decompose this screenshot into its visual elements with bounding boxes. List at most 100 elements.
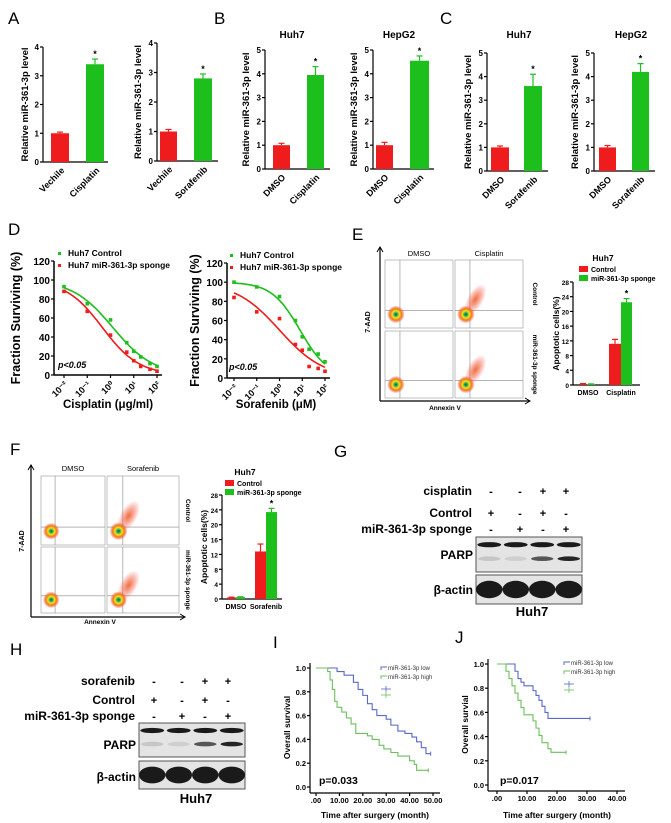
- treatment-label: sorafenib: [81, 674, 135, 688]
- data-point: [85, 301, 90, 306]
- p-value: p=0.017: [500, 775, 539, 787]
- x-tick-label: 10⁰: [99, 379, 116, 396]
- y-tick-label: 20: [211, 523, 219, 530]
- p-value: p<0.05: [57, 360, 87, 370]
- bar: [194, 78, 212, 161]
- row-label: Control: [531, 282, 538, 305]
- legend-line: [563, 670, 570, 674]
- chart-title: HepG2: [615, 30, 648, 41]
- y-tick-label: 4: [365, 70, 370, 79]
- y-tick-label: 4: [479, 73, 484, 82]
- legend-label: miR-361-3p low: [388, 666, 431, 672]
- y-tick-label: 8: [565, 354, 569, 361]
- y-tick-label: 0.8: [296, 688, 306, 697]
- data-point: [108, 318, 113, 322]
- survival-curve: [497, 663, 590, 719]
- y-tick-label: 24: [562, 295, 570, 302]
- arrow-head-icon: [27, 464, 35, 471]
- bar: [609, 343, 621, 385]
- cell-population: [42, 591, 60, 609]
- legend-label: Control: [591, 267, 616, 274]
- x-tick-label: Cisplatin: [287, 172, 321, 206]
- y-axis-label: Fraction Surviving (%): [188, 254, 202, 387]
- treatment-sign: +: [225, 711, 231, 723]
- y-tick-label: 16: [562, 324, 570, 331]
- data-point: [124, 350, 129, 354]
- y-axis-label: Relative miR-361-3p level: [133, 45, 144, 159]
- column-label: DMSO: [62, 464, 85, 473]
- significance-star: *: [531, 64, 535, 74]
- y-tick-label: 120: [33, 257, 50, 268]
- x-tick-label: 30.00: [578, 794, 597, 803]
- x-tick-label: 10²: [146, 379, 162, 395]
- panel-label: E: [352, 225, 363, 244]
- y-tick-label: 0: [214, 597, 218, 604]
- x-tick-label: 10⁻²: [50, 379, 70, 399]
- legend-label: Huh7 Control: [68, 248, 122, 258]
- data-point: [131, 349, 136, 354]
- y-tick-label: 40: [39, 333, 51, 344]
- x-axis-label: Cisplatin (μg/ml): [63, 399, 153, 411]
- arrow-head-icon: [179, 613, 186, 621]
- y-tick-label: 4: [586, 73, 591, 82]
- legend-swatch: [225, 480, 234, 486]
- x-tick-label: DMSO: [480, 174, 506, 200]
- treatment-sign: -: [203, 711, 207, 723]
- band-parp-full: [530, 542, 555, 548]
- y-tick-label: 4: [257, 70, 262, 79]
- y-tick-label: 20: [212, 355, 224, 366]
- x-tick-label: Cisplatin: [606, 390, 636, 397]
- treatment-sign: +: [488, 508, 494, 520]
- row-label: Control: [184, 499, 191, 522]
- x-tick-label: Sorafenib: [250, 604, 282, 611]
- data-point: [277, 316, 282, 321]
- data-point: [155, 369, 159, 373]
- treatment-sign: +: [179, 711, 185, 723]
- y-tick-label: 80: [212, 297, 224, 308]
- y-tick-label: 2: [35, 101, 40, 110]
- y-tick-label: 5: [479, 49, 484, 58]
- column-label: Sorafenib: [127, 464, 159, 473]
- band-actin: [476, 580, 503, 599]
- column-label: Cisplatin: [475, 249, 504, 258]
- band-parp-cleaved: [504, 556, 527, 561]
- legend-marker: [58, 264, 61, 267]
- cell-population: [387, 375, 405, 394]
- legend-swatch: [225, 489, 234, 495]
- y-tick-label: 4: [149, 39, 154, 48]
- y-tick-label: 3: [35, 72, 40, 81]
- legend-marker: [58, 252, 61, 255]
- y-tick-label: 4: [565, 368, 569, 375]
- band-parp-full: [556, 542, 581, 548]
- data-point: [138, 355, 143, 359]
- fit-curve: [233, 292, 326, 369]
- bar: [410, 60, 429, 169]
- data-point: [254, 310, 259, 314]
- y-tick-label: 3: [479, 96, 484, 105]
- y-tick-label: 0.8: [474, 684, 484, 693]
- legend-label: miR-361-3p sponge: [591, 276, 656, 283]
- y-tick-label: 40: [212, 336, 224, 347]
- legend-label: Huh7 miR-361-3p sponge: [240, 262, 342, 272]
- data-point: [293, 342, 298, 347]
- legend-label: miR-361-3p high: [571, 670, 615, 676]
- x-tick-label: DMSO: [226, 604, 248, 611]
- y-tick-label: 3: [586, 96, 591, 105]
- cell-population: [457, 305, 475, 324]
- x-axis-label: Time after surgery (month): [321, 810, 429, 820]
- treatment-sign: +: [202, 695, 208, 707]
- treatment-label: miR-361-3p sponge: [361, 522, 472, 536]
- panel-label: J: [455, 628, 464, 647]
- treatment-sign: -: [152, 711, 156, 723]
- significance-star: *: [625, 289, 629, 299]
- bar: [160, 131, 177, 161]
- y-tick-label: 3: [149, 69, 154, 78]
- y-tick-label: 100: [33, 276, 50, 287]
- band-label: PARP: [104, 738, 136, 752]
- band-parp-cleaved: [194, 741, 217, 747]
- y-tick-label: 20: [562, 309, 570, 316]
- y-tick-label: 2: [149, 98, 154, 107]
- treatment-sign: +: [202, 676, 208, 688]
- bar: [491, 147, 509, 171]
